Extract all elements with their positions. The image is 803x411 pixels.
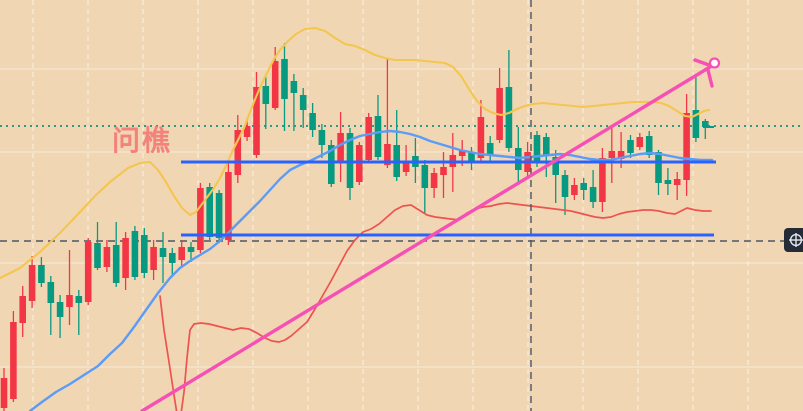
- candle-body: [169, 253, 176, 263]
- candle-body: [692, 110, 700, 138]
- candle-body: [10, 322, 17, 399]
- candle-body: [421, 165, 429, 188]
- candle-body: [636, 137, 644, 147]
- candle-body: [187, 247, 195, 252]
- candle-body: [561, 175, 569, 197]
- ma-yellow-line: [0, 26, 711, 280]
- trendline-handle[interactable]: [708, 57, 721, 69]
- candle-body: [253, 87, 260, 155]
- trendline-arrow-barb: [693, 58, 711, 67]
- candle-body: [702, 121, 709, 127]
- trendline-arrow-barb: [706, 68, 714, 88]
- candle-body: [627, 140, 634, 153]
- candle-body: [19, 296, 26, 323]
- candle-body: [571, 185, 578, 195]
- candle-body: [112, 245, 120, 283]
- candle-body: [103, 247, 111, 267]
- candle-body: [206, 187, 213, 237]
- candle-body: [141, 235, 148, 273]
- target-price-button[interactable]: [784, 228, 803, 252]
- candle-body: [178, 247, 185, 260]
- candle-body: [673, 179, 681, 185]
- candle-body: [655, 152, 662, 183]
- candle-body: [328, 145, 335, 184]
- candle-body: [47, 282, 55, 303]
- candle-body: [150, 247, 157, 270]
- candle-body: [384, 144, 391, 165]
- candle-body: [533, 135, 541, 163]
- candle-body: [38, 265, 45, 283]
- circled-plus-icon: [789, 233, 803, 247]
- candle-body: [159, 248, 167, 257]
- candle-body: [94, 243, 101, 268]
- candle-body: [290, 81, 298, 93]
- candle-body: [225, 172, 232, 240]
- candle-body: [215, 193, 223, 238]
- candle-body: [131, 231, 139, 277]
- candle-body: [122, 238, 129, 278]
- candle-body: [589, 187, 597, 202]
- candle-body: [402, 162, 410, 172]
- candle-body: [683, 113, 690, 180]
- candle-body: [608, 151, 616, 158]
- candle-body: [645, 136, 653, 155]
- candle-body: [66, 295, 73, 307]
- candle-body: [75, 296, 83, 303]
- candle-body: [197, 188, 204, 250]
- candle-body: [309, 113, 316, 130]
- candle-body: [552, 157, 559, 175]
- trendline[interactable]: [140, 65, 712, 411]
- candle-body: [56, 302, 64, 317]
- candle-body: [440, 167, 447, 175]
- candle-body: [337, 133, 344, 162]
- candle-body: [84, 242, 92, 302]
- candle-body: [505, 87, 513, 148]
- candle-body: [365, 117, 372, 160]
- candle-body: [477, 117, 485, 158]
- candle-body: [234, 130, 242, 175]
- candle-body: [243, 126, 251, 137]
- candle-body: [486, 143, 494, 156]
- candle-body: [299, 95, 307, 110]
- ma-red-line: [159, 202, 712, 411]
- candle-body: [468, 152, 475, 163]
- candle-body: [28, 265, 36, 301]
- candle-body: [458, 151, 466, 156]
- candle-body: [599, 158, 606, 202]
- candle-body: [318, 130, 326, 145]
- candle-body: [281, 59, 288, 99]
- candle-body: [271, 61, 279, 108]
- candle-body: [430, 173, 438, 188]
- candle-body: [617, 151, 625, 159]
- candle-body: [664, 180, 672, 184]
- ma-blue-line: [28, 129, 714, 411]
- candle-body: [374, 116, 382, 157]
- candle-body: [580, 183, 587, 190]
- watermark-text: 问樵: [112, 124, 173, 157]
- candle-body: [543, 137, 550, 155]
- candle-body: [0, 378, 8, 408]
- candle-body: [262, 86, 270, 104]
